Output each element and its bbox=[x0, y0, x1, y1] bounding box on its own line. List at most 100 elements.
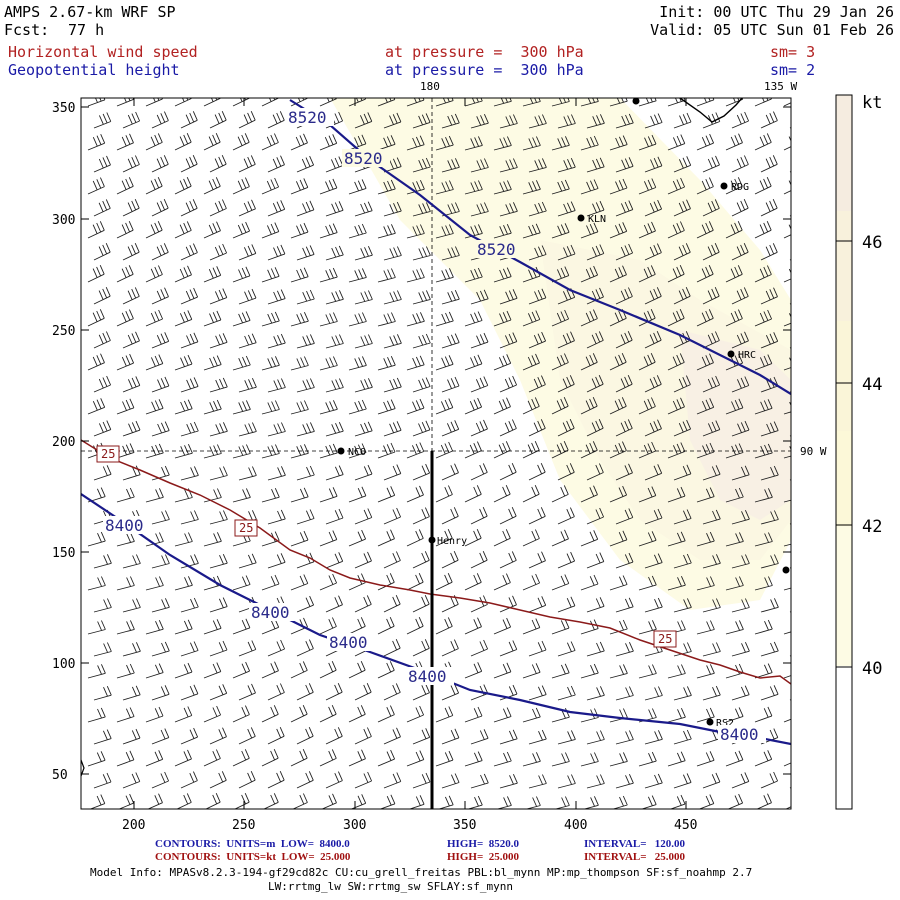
pressure-level-2: at pressure = 300 hPa bbox=[385, 61, 584, 79]
wind-barb bbox=[412, 595, 430, 613]
y-tick-label: 100 bbox=[52, 657, 75, 672]
wind-barb bbox=[528, 774, 547, 789]
wind-barb bbox=[464, 267, 483, 283]
wind-barb bbox=[116, 707, 135, 723]
wind-barb bbox=[609, 135, 628, 151]
wind-barb bbox=[470, 729, 489, 745]
contours-height: CONTOURS: UNITS=m LOW= 8400.0 bbox=[155, 838, 350, 850]
wind-barb bbox=[789, 391, 791, 393]
wind-barb bbox=[754, 443, 773, 459]
wind-barb bbox=[412, 683, 430, 701]
wind-barb bbox=[290, 749, 308, 767]
wind-barb bbox=[638, 397, 656, 415]
wind-barb bbox=[783, 762, 791, 767]
wind-barb bbox=[580, 135, 599, 151]
wind-barb bbox=[557, 419, 575, 437]
wind-barb bbox=[151, 728, 170, 745]
wind-barb bbox=[377, 705, 395, 723]
wind-barb bbox=[725, 309, 743, 327]
wind-barb bbox=[174, 354, 193, 371]
wind-barb bbox=[348, 529, 367, 547]
wind-barb bbox=[93, 199, 111, 217]
wind-barb bbox=[725, 221, 743, 239]
wind-barb bbox=[754, 354, 773, 371]
wind-barb bbox=[232, 177, 250, 195]
station-label-henry: Henry bbox=[437, 536, 467, 547]
smoothing-1: sm= 3 bbox=[770, 43, 816, 61]
wind-barb bbox=[325, 727, 343, 745]
wind-barb bbox=[296, 422, 315, 437]
wind-barb bbox=[731, 243, 749, 261]
wind-barb bbox=[638, 531, 657, 547]
wind-barb bbox=[377, 399, 396, 415]
wind-barb bbox=[145, 620, 164, 635]
wind-barb bbox=[615, 243, 634, 261]
wind-barb bbox=[232, 444, 251, 459]
contours-speed: CONTOURS: UNITS=kt LOW= 25.000 bbox=[155, 851, 351, 863]
wind-barb bbox=[441, 376, 460, 393]
wind-barb bbox=[551, 663, 570, 679]
wind-barb bbox=[116, 177, 134, 195]
wind-barb bbox=[615, 730, 634, 745]
wind-barb bbox=[151, 287, 169, 305]
wind-barb bbox=[673, 287, 691, 305]
wind-barb bbox=[377, 442, 396, 459]
wind-barb bbox=[470, 463, 488, 481]
wind-barb bbox=[354, 683, 372, 701]
contour-label-8400: 8400 bbox=[329, 633, 368, 652]
wind-barb bbox=[557, 463, 575, 481]
wind-barb bbox=[464, 751, 483, 767]
wind-barb bbox=[209, 111, 227, 129]
wind-barb bbox=[754, 750, 773, 767]
wind-barb bbox=[209, 243, 228, 261]
wind-barb bbox=[145, 133, 163, 151]
wind-barb bbox=[522, 485, 540, 503]
wind-barb bbox=[180, 111, 198, 129]
wind-barb bbox=[667, 708, 686, 723]
wind-barb bbox=[673, 419, 692, 437]
wind-barb bbox=[499, 202, 518, 217]
wind-barb bbox=[586, 507, 605, 525]
wind-barb bbox=[470, 419, 488, 437]
wind-barb bbox=[203, 662, 222, 679]
colorbar-band-40 bbox=[836, 666, 852, 809]
wind-barb bbox=[151, 332, 170, 349]
wind-barb bbox=[702, 199, 720, 217]
wind-barb bbox=[586, 774, 605, 789]
wind-barb bbox=[609, 222, 628, 239]
wind-barb bbox=[580, 309, 598, 327]
wind-barb bbox=[412, 246, 431, 261]
wind-barb bbox=[290, 267, 309, 283]
wind-barb bbox=[644, 375, 662, 393]
wind-barb bbox=[238, 422, 257, 437]
contours-height-high: HIGH= 8520.0 bbox=[447, 838, 519, 850]
wind-barb bbox=[470, 332, 489, 349]
wind-barb bbox=[644, 508, 663, 525]
wind-barb bbox=[470, 202, 489, 217]
wind-barb bbox=[203, 310, 222, 327]
wind-barb bbox=[551, 752, 570, 767]
wind-barb bbox=[673, 773, 692, 789]
wind-barb bbox=[551, 574, 570, 591]
wind-barb bbox=[174, 706, 193, 723]
station-marker bbox=[632, 97, 640, 105]
wind-barb bbox=[783, 499, 791, 503]
wind-barb bbox=[290, 487, 309, 503]
wind-barb bbox=[267, 553, 286, 569]
wind-barb bbox=[760, 111, 778, 129]
contour-label-8520: 8520 bbox=[477, 240, 516, 259]
wind-barb bbox=[87, 265, 105, 283]
wind-barb bbox=[522, 663, 541, 679]
wind-barb bbox=[290, 574, 309, 591]
wind-barb bbox=[93, 420, 112, 437]
wind-barb bbox=[383, 551, 401, 569]
wind-barb bbox=[789, 347, 791, 349]
wind-barb bbox=[669, 794, 686, 809]
wind-barb bbox=[377, 617, 395, 635]
wind-barb bbox=[731, 642, 750, 657]
wind-barb bbox=[93, 729, 112, 745]
wind-barb bbox=[760, 332, 779, 349]
wind-barb bbox=[116, 133, 134, 151]
x-tick-label: 300 bbox=[343, 818, 366, 833]
wind-barb bbox=[464, 397, 483, 415]
